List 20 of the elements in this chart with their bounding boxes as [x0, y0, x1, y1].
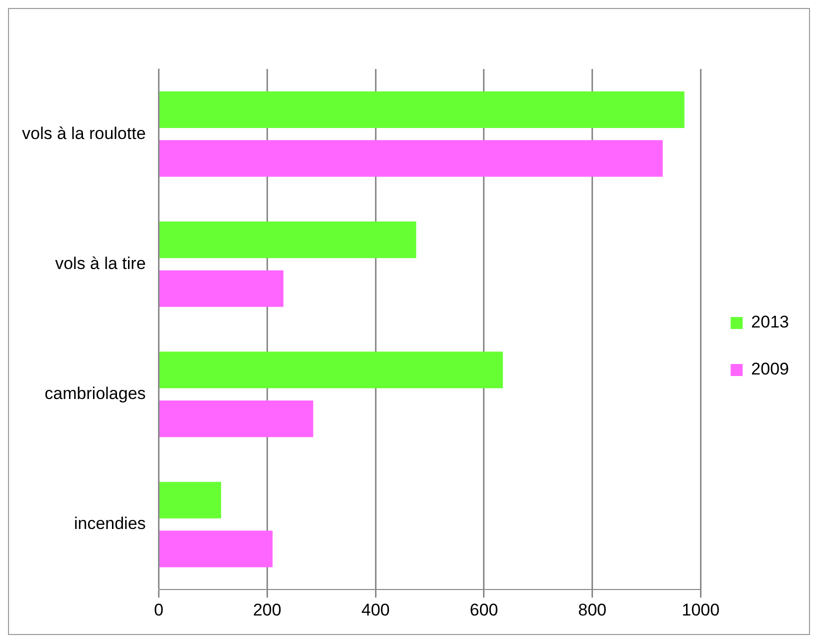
bar	[160, 222, 416, 258]
y-tick-label: vols à la roulotte	[22, 124, 146, 143]
bar	[160, 91, 684, 128]
bar	[160, 530, 273, 568]
bar	[160, 400, 314, 438]
legend-label: 2013	[751, 312, 790, 332]
y-tick-label: cambriolages	[44, 384, 146, 404]
x-tick-label: 800	[578, 600, 606, 620]
x-tick-label: 200	[252, 600, 282, 620]
bar	[160, 140, 663, 177]
x-tick-label: 600	[470, 600, 498, 620]
x-tick-label: 400	[361, 600, 390, 620]
x-tick-label: 0	[154, 600, 164, 620]
bar	[160, 352, 503, 388]
bar	[160, 270, 284, 307]
y-tick-label: incendies	[74, 514, 146, 534]
bar	[160, 482, 222, 518]
y-tick-label: vols à la tire	[55, 254, 146, 273]
x-tick-label: 1000	[682, 600, 720, 620]
legend-label: 2009	[751, 360, 790, 379]
